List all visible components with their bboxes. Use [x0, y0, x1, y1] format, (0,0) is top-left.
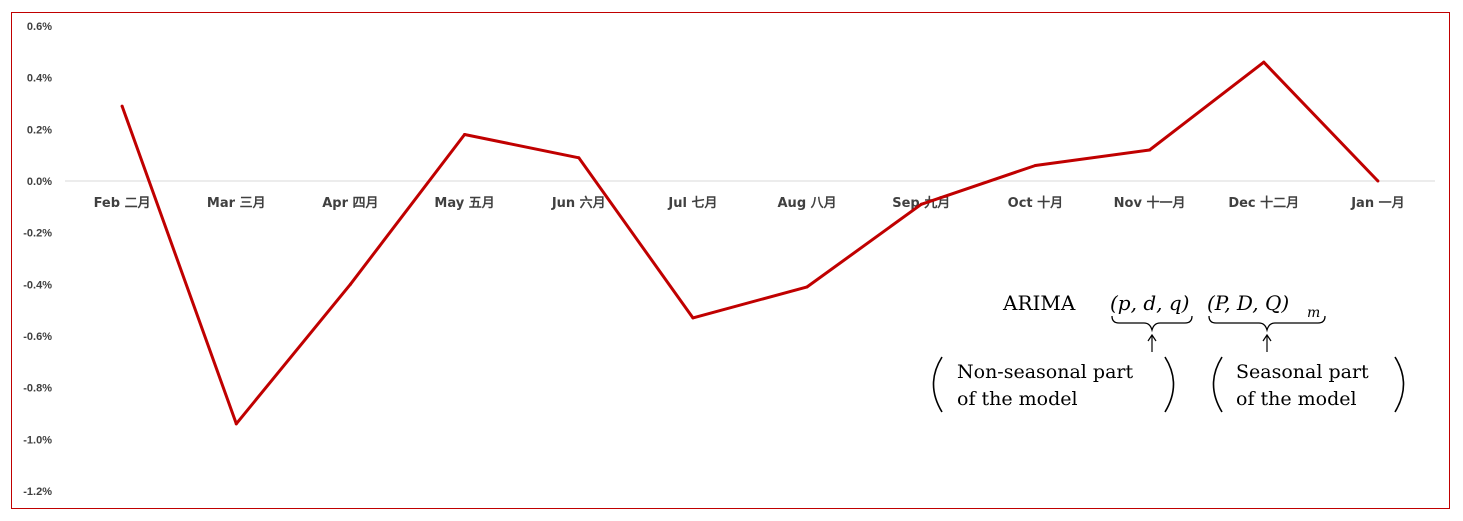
nonseasonal-terms: (p, d, q) — [1110, 291, 1189, 315]
series-layer — [120, 60, 1380, 426]
seasonal-arrow-icon — [1262, 333, 1272, 352]
data-point — [1148, 148, 1152, 152]
nonseasonal-left-paren — [932, 356, 943, 413]
nonseasonal-note-line2: of the model — [957, 388, 1078, 410]
x-tick-label: Aug 八月 — [778, 196, 837, 211]
x-tick-label: Jul 七月 — [667, 196, 717, 211]
series-line — [120, 60, 1379, 426]
x-tick-label: Apr 四月 — [322, 196, 378, 211]
data-point — [919, 202, 923, 206]
x-tick-label: Feb 二月 — [94, 196, 151, 211]
y-tick-label: -0.6% — [23, 331, 52, 343]
x-tick-label: Jan 一月 — [1350, 196, 1404, 211]
data-point — [1262, 60, 1266, 64]
y-axis-ticks: 0.6% 0.4% 0.2% 0.0% -0.2% -0.4% -0.6% -0.8% -1.0… — [23, 21, 52, 498]
y-tick-label: 0.4% — [27, 73, 52, 85]
x-tick-label: Mar 三月 — [207, 196, 266, 211]
y-tick-label: -0.4% — [23, 279, 52, 291]
arima-label: ARIMA — [1002, 291, 1076, 315]
nonseasonal-right-paren — [1164, 356, 1175, 413]
seasonal-right-paren — [1394, 356, 1405, 413]
nonseasonal-arrow-icon — [1147, 333, 1157, 352]
y-tick-label: -0.2% — [23, 228, 52, 240]
data-point — [463, 133, 467, 136]
y-tick-label: 0.2% — [27, 124, 52, 136]
x-axis: Feb 二月 Mar 三月 Apr 四月 May 五月 Jun 六月 Jul 七月 Aug … — [65, 180, 1435, 211]
y-tick-label: -1.0% — [23, 434, 52, 446]
x-tick-label: May 五月 — [434, 196, 494, 211]
seasonal-left-paren — [1212, 356, 1223, 413]
arima-annotation: ARIMA (p, d, q) (P, D, Q) m Non-seasonal… — [932, 291, 1405, 413]
data-point — [1376, 179, 1380, 183]
chart-border — [11, 12, 1450, 509]
data-point — [577, 156, 581, 160]
y-tick-label: 0.0% — [27, 176, 52, 188]
data-point — [348, 282, 352, 286]
x-tick-label: Nov 十一月 — [1114, 195, 1186, 211]
seasonal-underbrace — [1208, 315, 1326, 333]
data-point — [120, 104, 124, 108]
x-tick-label: Oct 十月 — [1008, 195, 1064, 211]
data-point — [234, 422, 238, 426]
x-tick-label: Jun 六月 — [551, 195, 606, 211]
data-point — [1033, 164, 1037, 167]
x-tick-label: Dec 十二月 — [1228, 195, 1299, 211]
y-tick-label: -1.2% — [23, 486, 52, 498]
y-tick-label: 0.6% — [27, 21, 52, 33]
seasonal-note-line1: Seasonal part — [1236, 361, 1369, 383]
seasonal-terms: (P, D, Q) — [1207, 291, 1289, 315]
data-point — [691, 316, 695, 320]
seasonal-subscript: m — [1307, 305, 1320, 321]
nonseasonal-note-line1: Non-seasonal part — [957, 361, 1133, 383]
nonseasonal-underbrace — [1111, 315, 1193, 333]
y-tick-label: -0.8% — [23, 383, 52, 395]
seasonal-note-line2: of the model — [1236, 388, 1357, 410]
data-point — [805, 285, 809, 289]
